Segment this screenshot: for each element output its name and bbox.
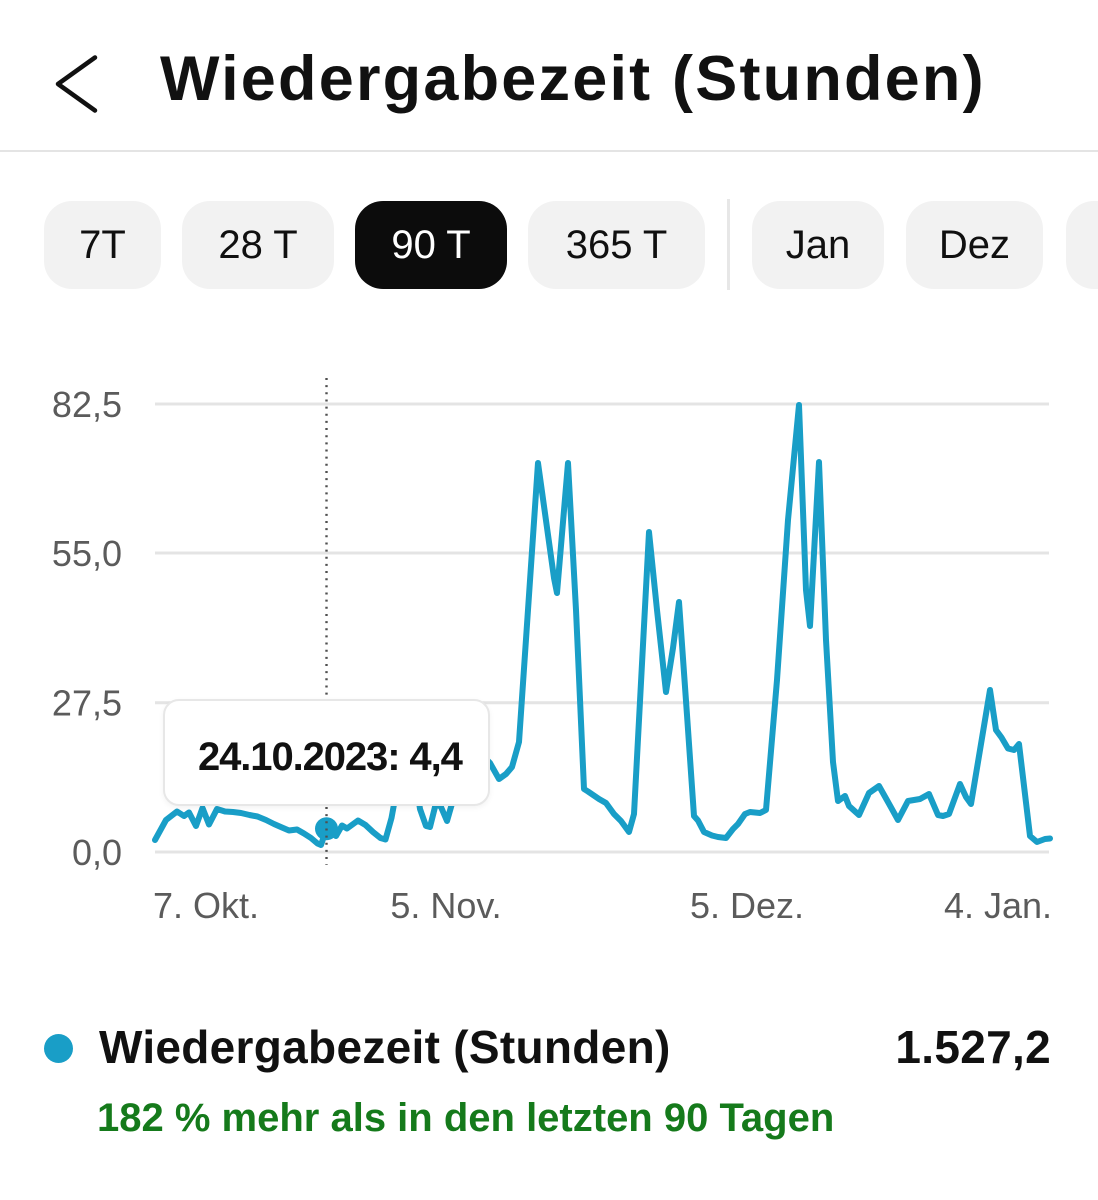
- svg-text:82,5: 82,5: [52, 384, 122, 425]
- svg-text:55,0: 55,0: [52, 533, 122, 574]
- svg-text:4. Jan.: 4. Jan.: [944, 885, 1052, 926]
- svg-text:27,5: 27,5: [52, 683, 122, 724]
- svg-text:0,0: 0,0: [72, 832, 122, 873]
- svg-text:5. Nov.: 5. Nov.: [390, 885, 501, 926]
- svg-text:5. Dez.: 5. Dez.: [690, 885, 804, 926]
- svg-text:7. Okt.: 7. Okt.: [153, 885, 259, 926]
